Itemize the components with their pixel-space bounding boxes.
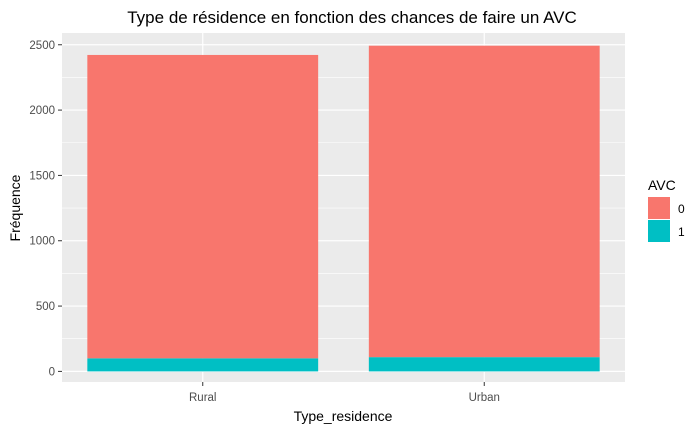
y-tick-label: 0	[49, 366, 55, 378]
y-tick-label: 500	[36, 301, 55, 313]
chart-title: Type de résidence en fonction des chance…	[127, 8, 577, 27]
legend-key-1	[648, 220, 670, 242]
y-tick-label: 1500	[29, 170, 55, 182]
legend-title: AVC	[648, 177, 676, 193]
y-tick-label: 1000	[29, 236, 55, 248]
legend: AVC 0 1	[648, 177, 685, 242]
y-tick-label: 2000	[29, 105, 55, 117]
legend-key-0	[648, 197, 670, 219]
bar-rural-avc-0	[87, 54, 319, 359]
x-tick-label-rural: Rural	[189, 392, 216, 404]
bar-rural-avc-1	[87, 358, 319, 372]
bar-urban-avc-1	[368, 357, 600, 372]
legend-label-0: 0	[678, 202, 685, 216]
y-axis-ticks: 0 500 1000 1500 2000 2500	[29, 40, 62, 378]
legend-label-1: 1	[678, 225, 685, 239]
x-axis-ticks: Rural Urban	[189, 382, 500, 404]
y-tick-label: 2500	[29, 40, 55, 52]
bar-urban-avc-0	[368, 45, 600, 358]
x-axis-title: Type_residence	[294, 408, 393, 424]
y-axis-title: Fréquence	[7, 174, 23, 241]
bars	[87, 45, 600, 372]
x-tick-label-urban: Urban	[469, 392, 500, 404]
